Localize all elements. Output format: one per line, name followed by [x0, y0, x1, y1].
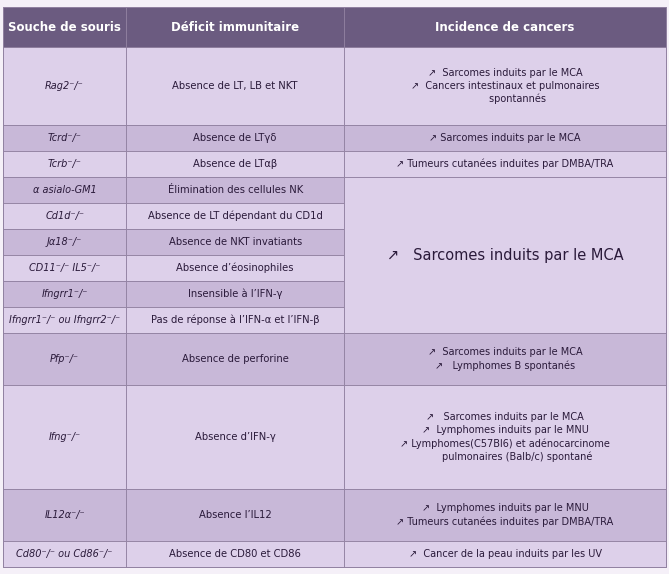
- Text: Absence l’IL12: Absence l’IL12: [199, 510, 272, 520]
- Text: Absence de LT dépendant du CD1d: Absence de LT dépendant du CD1d: [148, 211, 322, 222]
- Text: Pfp⁻/⁻: Pfp⁻/⁻: [50, 354, 79, 364]
- Text: Pas de réponse à l’IFN-α et l’IFN-β: Pas de réponse à l’IFN-α et l’IFN-β: [151, 315, 320, 325]
- Bar: [126, 125, 345, 151]
- Text: Absence d’IFN-γ: Absence d’IFN-γ: [195, 432, 276, 442]
- Text: ↗  Lymphomes induits par le MNU
↗ Tumeurs cutanées induites par DMBA/TRA: ↗ Lymphomes induits par le MNU ↗ Tumeurs…: [397, 503, 613, 527]
- Text: ↗  Cancer de la peau induits par les UV: ↗ Cancer de la peau induits par les UV: [409, 549, 601, 559]
- Text: Absence de LTγδ: Absence de LTγδ: [193, 133, 277, 143]
- Bar: [345, 151, 666, 177]
- Bar: [126, 47, 345, 125]
- Bar: [3, 125, 126, 151]
- Text: Rag2⁻/⁻: Rag2⁻/⁻: [45, 81, 84, 91]
- Bar: [345, 7, 666, 47]
- Bar: [345, 489, 666, 541]
- Text: ↗ Tumeurs cutanées induites par DMBA/TRA: ↗ Tumeurs cutanées induites par DMBA/TRA: [397, 159, 613, 169]
- Bar: [126, 281, 345, 307]
- Text: ↗   Sarcomes induits par le MCA
↗  Lymphomes induits par le MNU
↗ Lymphomes(C57B: ↗ Sarcomes induits par le MCA ↗ Lymphome…: [400, 412, 610, 462]
- Bar: [345, 47, 666, 125]
- Text: Tcrb⁻/⁻: Tcrb⁻/⁻: [47, 159, 82, 169]
- Text: Insensible à l’IFN-γ: Insensible à l’IFN-γ: [188, 289, 282, 300]
- Bar: [345, 333, 666, 385]
- Bar: [3, 541, 126, 567]
- Bar: [345, 541, 666, 567]
- Text: ↗  Sarcomes induits par le MCA
↗  Cancers intestinaux et pulmonaires
        spo: ↗ Sarcomes induits par le MCA ↗ Cancers …: [411, 68, 599, 104]
- Text: CD11⁻/⁻ IL5⁻/⁻: CD11⁻/⁻ IL5⁻/⁻: [29, 263, 100, 273]
- Bar: [126, 177, 345, 203]
- Text: Déficit immunitaire: Déficit immunitaire: [171, 21, 299, 33]
- Bar: [3, 489, 126, 541]
- Text: Tcrd⁻/⁻: Tcrd⁻/⁻: [47, 133, 82, 143]
- Bar: [3, 229, 126, 255]
- Bar: [3, 203, 126, 229]
- Text: α asialo-GM1: α asialo-GM1: [33, 185, 96, 195]
- Bar: [3, 151, 126, 177]
- Text: IL12α⁻/⁻: IL12α⁻/⁻: [44, 510, 85, 520]
- Bar: [126, 541, 345, 567]
- Text: Jα18⁻/⁻: Jα18⁻/⁻: [47, 237, 82, 247]
- Text: ↗   Sarcomes induits par le MCA: ↗ Sarcomes induits par le MCA: [387, 247, 624, 263]
- Text: Absence d’éosinophiles: Absence d’éosinophiles: [177, 263, 294, 273]
- Bar: [126, 203, 345, 229]
- Bar: [345, 385, 666, 489]
- Bar: [3, 307, 126, 333]
- Bar: [126, 385, 345, 489]
- Text: Ifngrr1⁻/⁻: Ifngrr1⁻/⁻: [41, 289, 88, 299]
- Bar: [3, 47, 126, 125]
- Bar: [3, 333, 126, 385]
- Bar: [126, 151, 345, 177]
- Bar: [3, 255, 126, 281]
- Bar: [3, 7, 126, 47]
- Text: Absence de CD80 et CD86: Absence de CD80 et CD86: [169, 549, 301, 559]
- Bar: [126, 489, 345, 541]
- Bar: [3, 281, 126, 307]
- Bar: [126, 255, 345, 281]
- Text: ↗ Sarcomes induits par le MCA: ↗ Sarcomes induits par le MCA: [429, 133, 581, 143]
- Text: Élimination des cellules NK: Élimination des cellules NK: [167, 185, 303, 195]
- Text: Souche de souris: Souche de souris: [8, 21, 121, 33]
- Bar: [126, 307, 345, 333]
- Text: Absence de LT, LB et NKT: Absence de LT, LB et NKT: [173, 81, 298, 91]
- Text: ↗  Sarcomes induits par le MCA
↗   Lymphomes B spontanés: ↗ Sarcomes induits par le MCA ↗ Lymphome…: [427, 347, 582, 371]
- Text: Cd1d⁻/⁻: Cd1d⁻/⁻: [45, 211, 84, 221]
- Bar: [126, 229, 345, 255]
- Bar: [126, 333, 345, 385]
- Bar: [126, 7, 345, 47]
- Text: Incidence de cancers: Incidence de cancers: [436, 21, 575, 33]
- Text: Ifng⁻/⁻: Ifng⁻/⁻: [49, 432, 81, 442]
- Text: Absence de perforine: Absence de perforine: [182, 354, 288, 364]
- Text: Absence de LTαβ: Absence de LTαβ: [193, 159, 277, 169]
- Text: Cd80⁻/⁻ ou Cd86⁻/⁻: Cd80⁻/⁻ ou Cd86⁻/⁻: [17, 549, 113, 559]
- Text: Ifngrr1⁻/⁻ ou Ifngrr2⁻/⁻: Ifngrr1⁻/⁻ ou Ifngrr2⁻/⁻: [9, 315, 120, 325]
- Bar: [345, 125, 666, 151]
- Bar: [3, 177, 126, 203]
- Text: Absence de NKT invatiants: Absence de NKT invatiants: [169, 237, 302, 247]
- Bar: [3, 385, 126, 489]
- Bar: [345, 177, 666, 333]
